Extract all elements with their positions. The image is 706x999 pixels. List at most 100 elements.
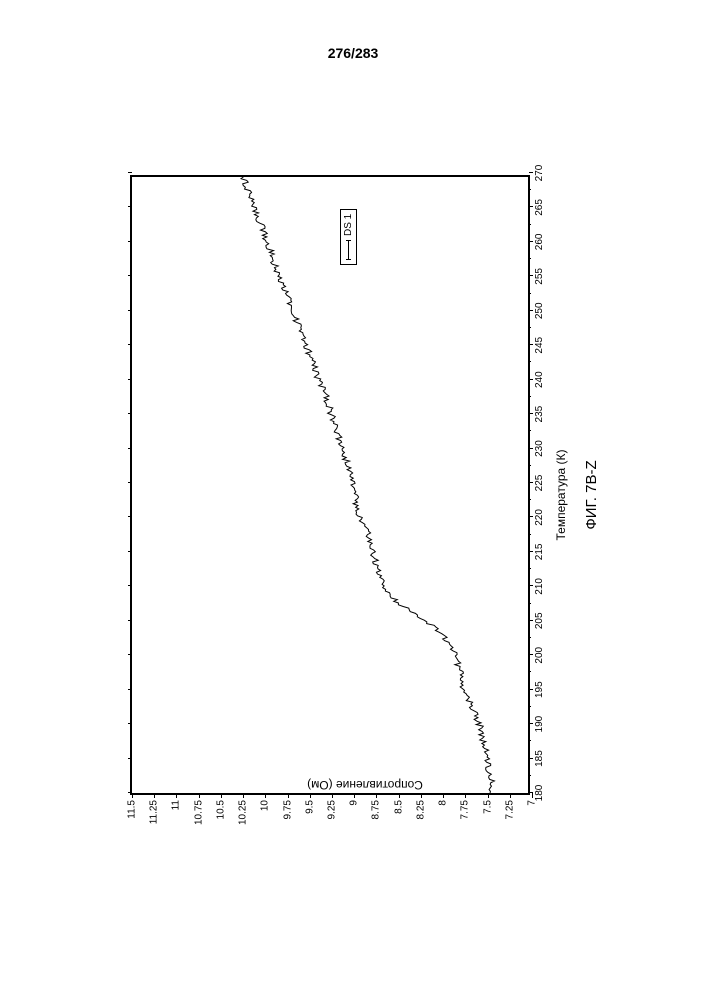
legend-label: DS 1: [343, 214, 354, 236]
x-tick-label: 260: [534, 234, 545, 251]
x-tick-minor: [529, 568, 531, 569]
x-tick-label: 230: [534, 440, 545, 457]
y-tick-label: 9.75: [282, 800, 293, 819]
x-tick: [529, 689, 533, 690]
x-tick-label: 195: [534, 681, 545, 698]
x-tick: [529, 482, 533, 483]
legend: DS 1: [340, 209, 357, 265]
x-tick: [529, 448, 533, 449]
x-tick-top: [128, 585, 132, 586]
y-tick: [376, 793, 377, 798]
y-tick-label: 8.25: [415, 800, 426, 819]
x-tick-top: [128, 275, 132, 276]
x-tick-minor: [529, 775, 531, 776]
y-tick: [332, 793, 333, 798]
x-tick: [529, 172, 533, 173]
y-tick: [354, 793, 355, 798]
x-tick-top: [128, 723, 132, 724]
x-tick: [529, 758, 533, 759]
x-tick-top: [128, 379, 132, 380]
x-tick-minor: [529, 396, 531, 397]
x-tick: [529, 344, 533, 345]
y-tick-label: 7.75: [460, 800, 471, 819]
x-tick-minor: [529, 293, 531, 294]
x-tick-label: 190: [534, 716, 545, 733]
x-tick: [529, 413, 533, 414]
x-tick-top: [128, 482, 132, 483]
y-tick: [310, 793, 311, 798]
x-tick-top: [128, 310, 132, 311]
y-tick-label: 10.5: [215, 800, 226, 819]
y-tick: [132, 793, 133, 798]
x-tick-minor: [529, 637, 531, 638]
x-tick-minor: [529, 189, 531, 190]
y-tick-label: 7.25: [504, 800, 515, 819]
x-tick-label: 180: [534, 785, 545, 802]
legend-marker: [348, 240, 349, 260]
y-tick: [465, 793, 466, 798]
x-tick-minor: [529, 706, 531, 707]
x-tick-top: [128, 516, 132, 517]
chart-wrapper: Сопротивление (Ом) DS 1 77.257.57.7588.2…: [5, 250, 706, 740]
x-tick: [529, 516, 533, 517]
y-tick-label: 9: [349, 800, 360, 806]
x-tick-top: [128, 792, 132, 793]
x-tick-top: [128, 654, 132, 655]
y-tick-label: 10.75: [193, 800, 204, 825]
x-tick: [529, 310, 533, 311]
x-tick-label: 205: [534, 612, 545, 629]
y-tick: [510, 793, 511, 798]
x-tick-label: 245: [534, 337, 545, 354]
y-tick-label: 10: [260, 800, 271, 811]
x-tick-label: 220: [534, 509, 545, 526]
x-tick-label: 270: [534, 165, 545, 182]
y-tick: [443, 793, 444, 798]
x-tick: [529, 206, 533, 207]
x-tick: [529, 241, 533, 242]
x-tick-label: 215: [534, 544, 545, 561]
y-tick-label: 9.25: [327, 800, 338, 819]
x-tick-top: [128, 413, 132, 414]
x-tick-label: 185: [534, 750, 545, 767]
data-series: [241, 177, 494, 793]
x-tick-minor: [529, 465, 531, 466]
x-tick-top: [128, 758, 132, 759]
x-tick-top: [128, 344, 132, 345]
plot-area: DS 1 77.257.57.7588.258.58.7599.259.59.7…: [130, 175, 530, 795]
x-tick-top: [128, 172, 132, 173]
x-tick-top: [128, 448, 132, 449]
y-tick-label: 10.25: [238, 800, 249, 825]
y-tick: [532, 793, 533, 798]
x-tick-minor: [529, 671, 531, 672]
y-tick: [488, 793, 489, 798]
y-tick-label: 8.75: [371, 800, 382, 819]
y-tick: [221, 793, 222, 798]
x-tick-minor: [529, 258, 531, 259]
x-tick: [529, 379, 533, 380]
y-tick-label: 8: [438, 800, 449, 806]
x-tick: [529, 654, 533, 655]
y-tick-label: 9.5: [304, 800, 315, 814]
x-tick: [529, 792, 533, 793]
x-tick-minor: [529, 327, 531, 328]
x-tick-label: 250: [534, 302, 545, 319]
y-tick-label: 8.5: [393, 800, 404, 814]
y-tick-label: 11.25: [149, 800, 160, 824]
figure-caption: ФИГ. 7B-Z: [583, 460, 600, 529]
x-tick-top: [128, 206, 132, 207]
x-tick-label: 240: [534, 371, 545, 388]
x-tick-label: 225: [534, 475, 545, 492]
x-tick-top: [128, 689, 132, 690]
y-tick: [421, 793, 422, 798]
x-tick-label: 265: [534, 199, 545, 216]
x-tick-minor: [529, 430, 531, 431]
y-tick: [399, 793, 400, 798]
x-tick: [529, 275, 533, 276]
y-tick: [288, 793, 289, 798]
y-tick-label: 7.5: [482, 800, 493, 814]
x-tick: [529, 723, 533, 724]
y-tick: [176, 793, 177, 798]
y-tick: [199, 793, 200, 798]
x-tick-minor: [529, 534, 531, 535]
x-tick-label: 235: [534, 406, 545, 423]
